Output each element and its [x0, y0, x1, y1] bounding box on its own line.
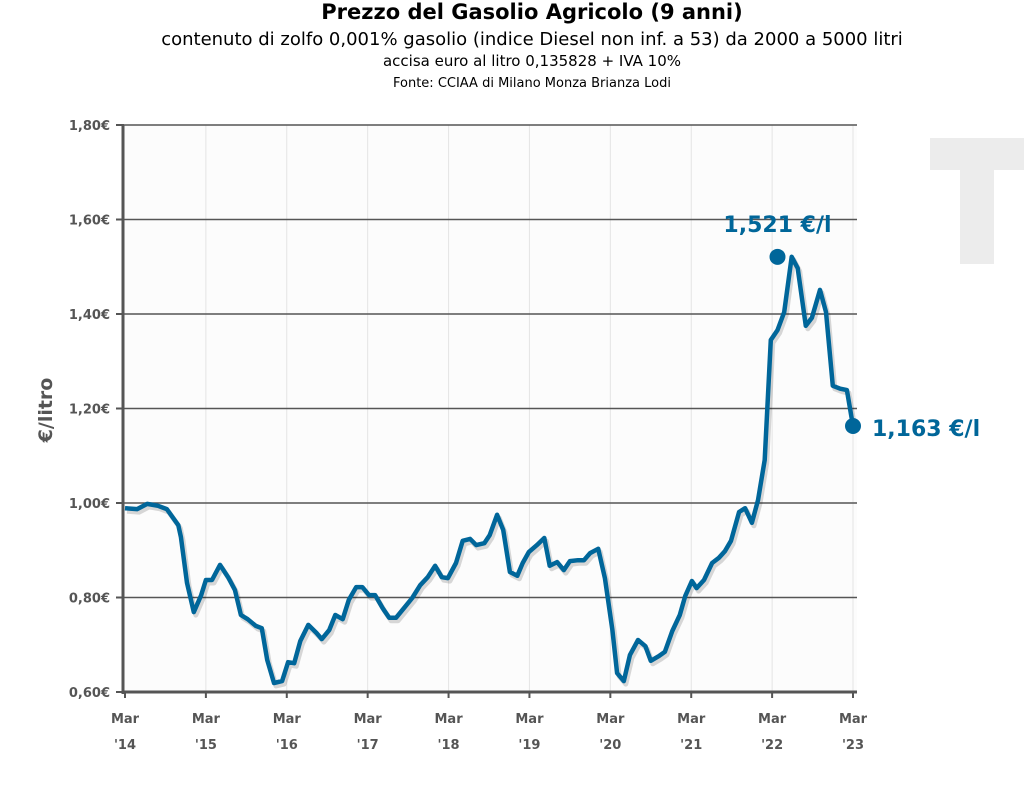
watermark: [930, 138, 1024, 264]
annotation-marker: [769, 248, 786, 265]
x-tick-label-year: '18: [438, 738, 460, 753]
x-tick-label-month: Mar: [354, 712, 383, 727]
y-tick-label: 1,00€: [69, 497, 110, 512]
y-tick-label: 1,20€: [69, 403, 110, 418]
x-tick-label-year: '15: [195, 738, 217, 753]
chart-source: Fonte: CCIAA di Milano Monza Brianza Lod…: [393, 76, 671, 91]
x-tick-label-year: '17: [357, 738, 379, 753]
y-axis-label: €/litro: [35, 378, 57, 444]
x-tick-label-year: '23: [842, 738, 864, 753]
y-tick-label: 0,60€: [69, 686, 110, 701]
x-tick-label-month: Mar: [515, 712, 544, 727]
x-tick-label-month: Mar: [273, 712, 302, 727]
annotation-marker: [845, 417, 861, 434]
chart-subtitle: contenuto di zolfo 0,001% gasolio (indic…: [161, 29, 903, 50]
x-tick-label-month: Mar: [677, 712, 706, 727]
x-tick-label-month: Mar: [758, 712, 787, 727]
y-tick-label: 0,80€: [69, 592, 110, 607]
x-tick-label-month: Mar: [596, 712, 625, 727]
y-tick-label: 1,40€: [69, 308, 110, 323]
x-tick-label-year: '14: [114, 738, 136, 753]
series-line: [124, 254, 856, 686]
chart-subtitle-2: accisa euro al litro 0,135828 + IVA 10%: [382, 52, 682, 70]
x-tick-label-month: Mar: [434, 712, 463, 727]
y-tick-label: 1,60€: [69, 214, 110, 229]
x-tick-label-year: '21: [680, 738, 702, 753]
x-tick-label-month: Mar: [192, 712, 221, 727]
x-tick-label-year: '19: [518, 738, 540, 753]
x-tick-label-month: Mar: [111, 712, 140, 727]
x-tick-label-year: '22: [761, 738, 783, 753]
x-tick-label-year: '16: [276, 738, 298, 753]
y-tick-label: 1,80€: [69, 119, 110, 134]
annotation-label: 1,163 €/l: [872, 417, 980, 442]
annotation-label: 1,521 €/l: [723, 213, 831, 238]
x-tick-label-year: '20: [599, 738, 621, 753]
chart-title: Prezzo del Gasolio Agricolo (9 anni): [321, 0, 743, 24]
x-tick-label-month: Mar: [839, 712, 868, 727]
